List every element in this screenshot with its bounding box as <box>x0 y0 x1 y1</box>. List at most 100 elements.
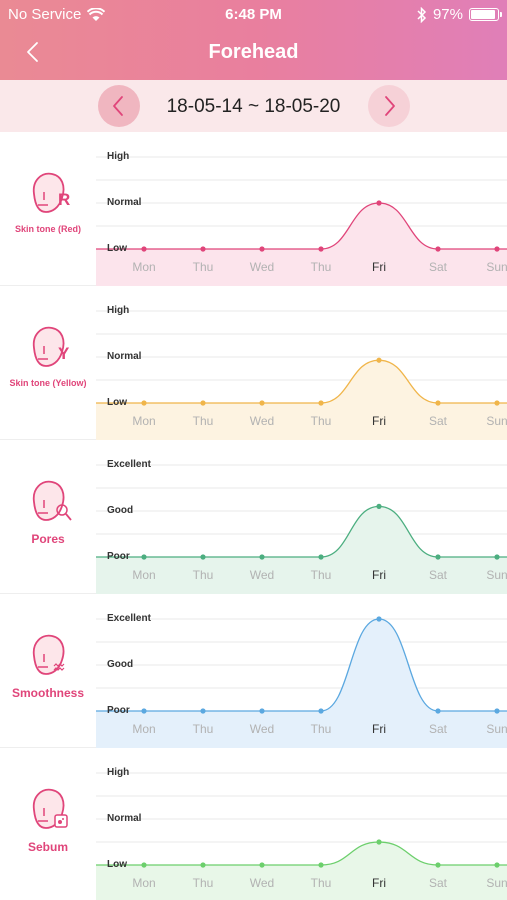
level-label: High <box>107 151 130 162</box>
page-title: Forehead <box>208 41 299 63</box>
bluetooth-icon <box>417 6 427 23</box>
metric-icon-letter: R <box>58 190 71 209</box>
metric-label: Sebum <box>27 840 68 854</box>
data-point <box>141 862 147 868</box>
level-label: Low <box>107 859 127 870</box>
metric-info: R Skin tone (Red) <box>0 132 96 286</box>
data-point <box>435 708 441 714</box>
baseline-band <box>96 865 507 900</box>
day-label: Wed <box>249 414 275 428</box>
data-point <box>494 554 500 560</box>
baseline-band <box>96 249 507 286</box>
metric-row: R Skin tone (Red) High Normal Low Mon Thu Wed Th… <box>0 132 507 286</box>
battery-icon <box>469 8 502 21</box>
chart-plot <box>96 772 507 900</box>
data-point <box>259 862 265 868</box>
day-label: Sat <box>428 722 448 736</box>
face-smoothness-icon <box>24 630 74 680</box>
level-label: Good <box>107 659 134 670</box>
chevron-right-icon <box>385 96 395 116</box>
series-line <box>96 505 507 558</box>
metric-info: Pores <box>0 440 96 594</box>
data-point <box>494 246 500 252</box>
next-week-button[interactable] <box>368 85 410 127</box>
battery-percent: 97% <box>432 6 463 23</box>
metric-row: Pores Excellent Good Poor Mon Thu Wed Thu Fri Sat… <box>0 440 507 594</box>
previous-week-button[interactable] <box>98 85 140 127</box>
level-label: Normal <box>107 197 142 208</box>
metric-chart: High Normal Low Mon Thu Wed Thu Fri Sat Sun <box>96 132 507 286</box>
day-label: Sun <box>486 414 507 428</box>
metric-info: Smoothness <box>0 594 96 748</box>
data-point <box>141 400 147 406</box>
level-label: Excellent <box>107 613 151 624</box>
status-bar: No Service 6:48 PM 97% <box>0 0 507 28</box>
series-area <box>96 360 507 403</box>
baseline-band <box>96 403 507 440</box>
data-point <box>376 839 382 845</box>
day-label: Thu <box>310 568 332 582</box>
carrier-label: No Service <box>8 6 82 23</box>
level-label: Low <box>107 243 127 254</box>
data-point <box>318 246 324 252</box>
day-label: Wed <box>249 568 275 582</box>
data-point <box>435 246 441 252</box>
day-label: Sat <box>428 568 448 582</box>
day-label: Mon <box>132 876 156 890</box>
day-label: Thu <box>192 722 214 736</box>
level-label: Normal <box>107 813 142 824</box>
day-label: Sun <box>486 722 507 736</box>
day-label: Thu <box>310 722 332 736</box>
data-point <box>259 246 265 252</box>
data-point <box>259 708 265 714</box>
level-label: Poor <box>107 551 130 562</box>
data-point <box>376 616 382 622</box>
status-time: 6:48 PM <box>225 6 282 23</box>
day-label: Thu <box>192 876 214 890</box>
day-label: Mon <box>132 260 156 274</box>
day-label: Thu <box>192 414 214 428</box>
data-point <box>435 554 441 560</box>
data-point <box>318 708 324 714</box>
day-label: Sat <box>428 260 448 274</box>
level-label: Low <box>107 397 127 408</box>
data-point <box>318 400 324 406</box>
chart-plot <box>96 616 507 748</box>
data-point <box>259 400 265 406</box>
metric-info: Sebum <box>0 748 96 900</box>
metric-label: Pores <box>31 532 65 546</box>
day-label: Wed <box>249 722 275 736</box>
app-header: No Service 6:48 PM 97% Forehead <box>0 0 507 80</box>
day-label: Sun <box>486 876 507 890</box>
metric-row: Y Skin tone (Yellow) High Normal Low Mon Thu We… <box>0 286 507 440</box>
face-sebum-icon <box>24 784 74 834</box>
chart-plot <box>96 310 507 440</box>
day-label: Fri <box>372 722 386 736</box>
level-label: Good <box>107 505 134 516</box>
data-point <box>318 862 324 868</box>
wifi-icon <box>87 7 106 21</box>
day-label: Wed <box>249 260 275 274</box>
chart-plot <box>96 464 507 594</box>
day-label: Thu <box>192 568 214 582</box>
data-point <box>494 862 500 868</box>
data-point <box>141 246 147 252</box>
day-label: Sun <box>486 568 507 582</box>
data-point <box>200 246 206 252</box>
day-label: Wed <box>249 876 275 890</box>
day-label: Fri <box>372 260 386 274</box>
metric-label: Skin tone (Yellow) <box>9 378 87 388</box>
day-label: Thu <box>192 260 214 274</box>
day-label: Sun <box>486 260 507 274</box>
metric-label: Skin tone (Red) <box>14 224 81 234</box>
level-label: High <box>107 305 130 316</box>
data-point <box>141 708 147 714</box>
metric-chart: Excellent Good Poor Mon Thu Wed Thu Fri Sat Sun <box>96 594 507 748</box>
day-label: Thu <box>310 260 332 274</box>
back-chevron-icon[interactable] <box>22 40 46 64</box>
data-point <box>200 862 206 868</box>
date-range-bar: 18-05-14 ~ 18-05-20 <box>0 80 507 132</box>
data-point <box>376 357 382 363</box>
metric-info: Y Skin tone (Yellow) <box>0 286 96 440</box>
day-label: Thu <box>310 876 332 890</box>
